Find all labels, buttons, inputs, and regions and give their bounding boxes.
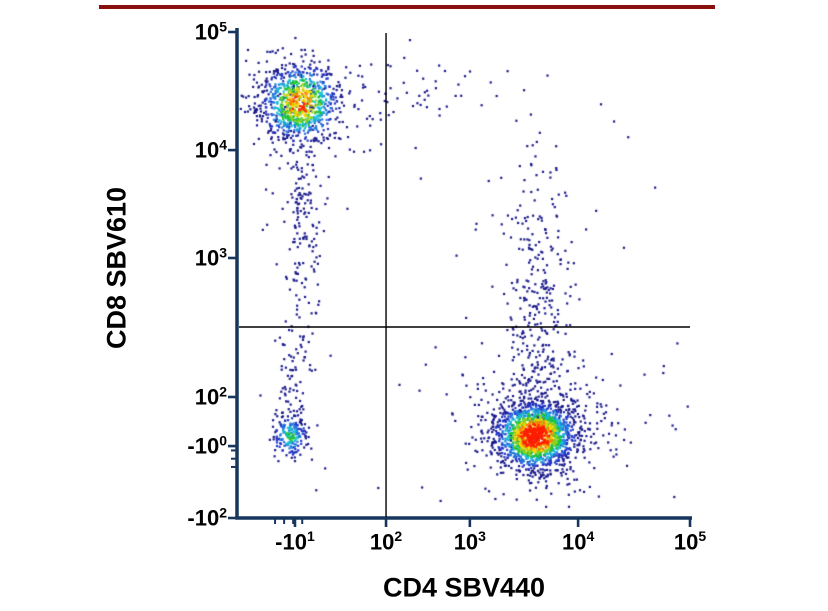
y-tick-label: -100 [187, 432, 227, 459]
y-axis-title: CD8 SBV610 [101, 186, 132, 350]
y-tick-label: 103 [194, 244, 227, 271]
y-tick-label: -102 [187, 504, 227, 531]
x-tick-label: 103 [453, 528, 486, 555]
top-rule [99, 5, 715, 9]
scatter-dots-canvas [237, 32, 690, 518]
y-tick-label: 104 [194, 136, 227, 163]
x-tick-label: 105 [673, 528, 707, 555]
x-tick-label: 102 [369, 528, 403, 555]
y-tick-label: 105 [194, 18, 227, 45]
x-tick-label: 104 [561, 528, 595, 555]
x-tick-label: -101 [275, 528, 315, 555]
y-tick-label: 102 [194, 383, 227, 410]
x-axis-title: CD4 SBV440 [382, 572, 546, 603]
